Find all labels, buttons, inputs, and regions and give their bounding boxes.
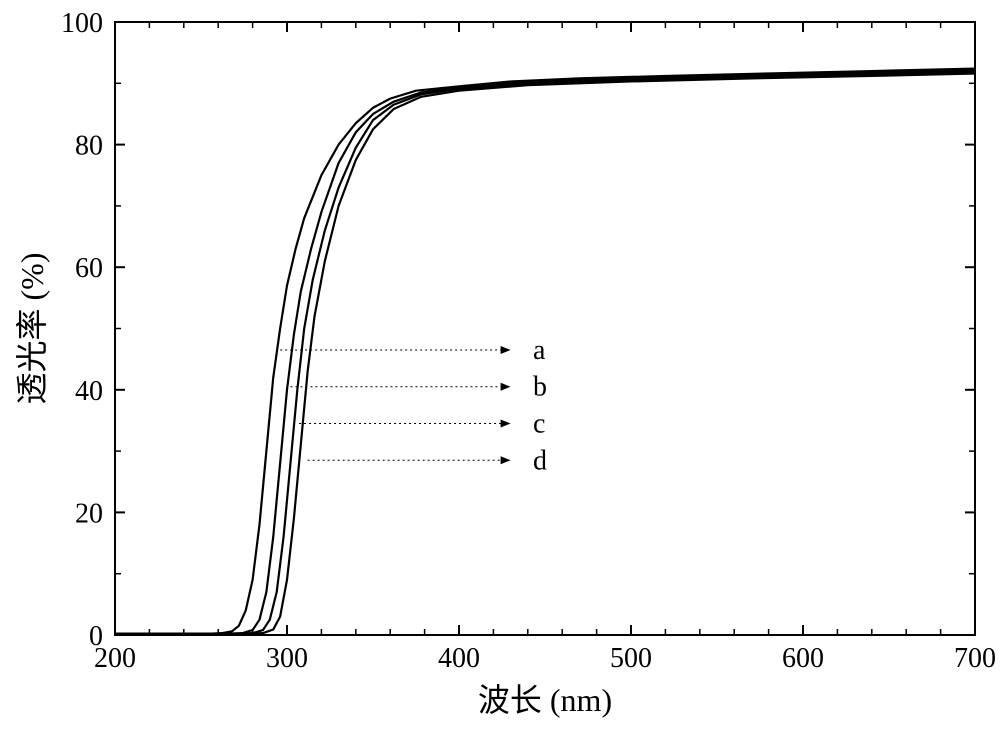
plot-area [115,22,975,635]
annotation-arrowhead-d [501,456,511,464]
annotation-label-b: b [533,372,547,403]
y-tick-label: 60 [75,253,103,284]
annotation-label-d: d [533,445,547,476]
y-axis-title: 透光率 (%) [14,253,50,405]
y-tick-label: 20 [75,498,103,529]
annotation-arrowhead-a [501,346,511,354]
x-tick-label: 500 [610,643,652,674]
x-tick-label: 700 [954,643,996,674]
annotation-label-a: a [533,335,546,366]
transmittance-chart: 200300400500600700020406080100波长 (nm)透光率… [0,0,1000,737]
y-tick-label: 0 [89,621,103,652]
y-tick-label: 80 [75,131,103,162]
y-tick-label: 100 [61,8,103,39]
x-tick-label: 300 [266,643,308,674]
annotation-arrowhead-c [501,420,511,428]
annotation-arrowhead-b [501,383,511,391]
x-axis-title: 波长 (nm) [478,682,612,718]
annotation-label-c: c [533,409,545,440]
x-tick-label: 400 [438,643,480,674]
y-tick-label: 40 [75,376,103,407]
x-tick-label: 600 [782,643,824,674]
